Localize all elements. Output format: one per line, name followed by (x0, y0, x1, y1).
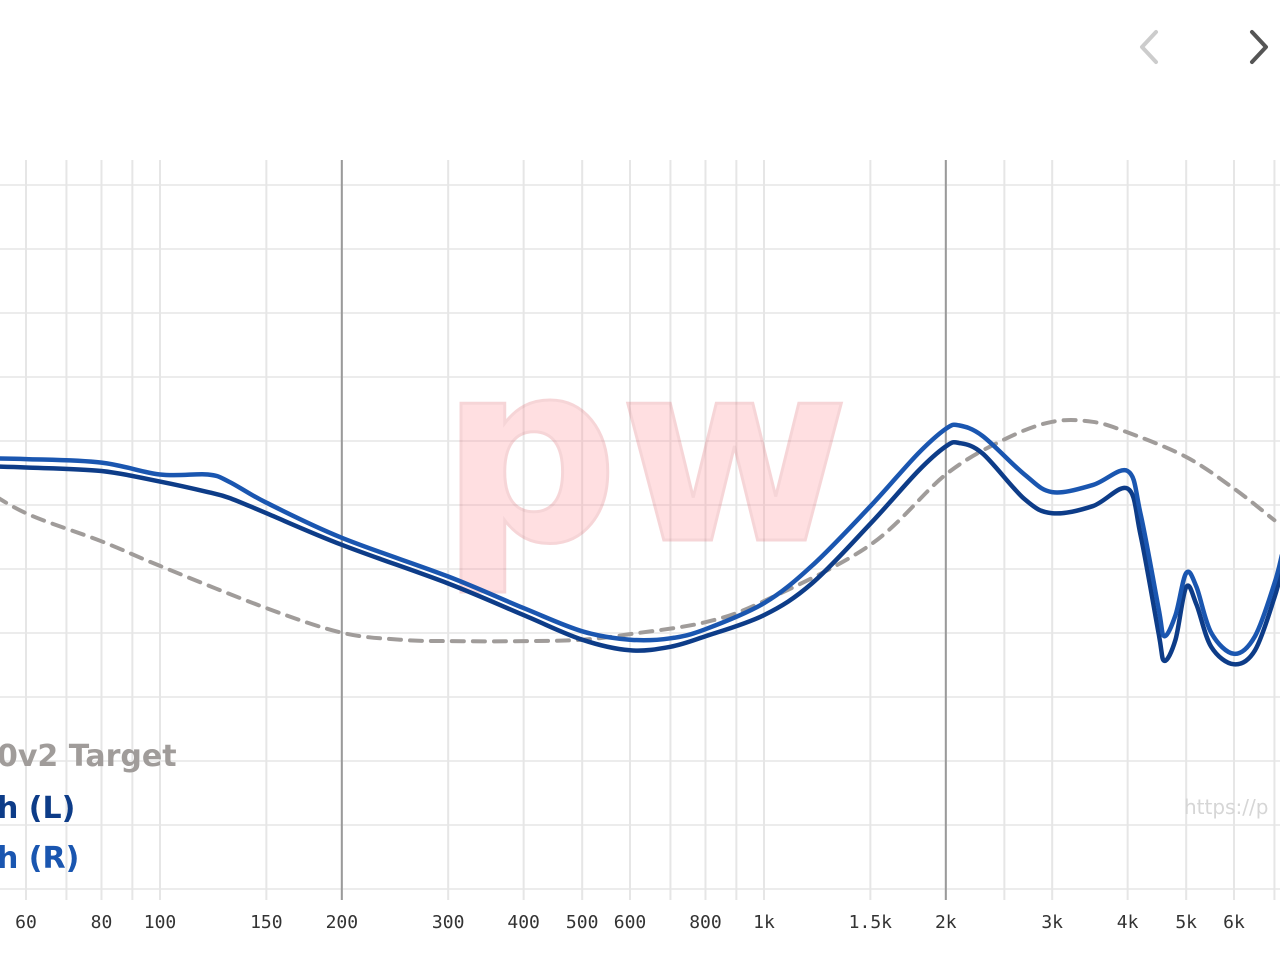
x-tick-label: 4k (1117, 912, 1139, 933)
x-tick-labels: 60 80 100 150 200 300 400 500 600 800 1k 1.5k 2k 3k 4k… (15, 912, 1245, 933)
source-url: https://p (1184, 795, 1268, 819)
x-tick-label: 3k (1041, 912, 1063, 933)
legend-entry-right: h (R) (0, 841, 79, 876)
x-tick-label: 60 (15, 912, 37, 933)
legend-entry-left: h (L) (0, 791, 75, 826)
x-tick-label: 100 (144, 912, 177, 933)
x-tick-label: 200 (326, 912, 359, 933)
x-tick-label: 80 (91, 912, 113, 933)
x-tick-label: 400 (507, 912, 540, 933)
x-tick-label: 150 (250, 912, 283, 933)
next-image-button[interactable] (1238, 22, 1278, 72)
x-tick-label: 500 (566, 912, 599, 933)
legend-entry-target: 0v2 Target (0, 739, 177, 774)
x-tick-label: 300 (432, 912, 465, 933)
x-tick-label: 6k (1223, 912, 1245, 933)
previous-image-button[interactable] (1128, 22, 1168, 72)
chevron-right-icon (1250, 30, 1268, 64)
x-tick-label: 1.5k (849, 912, 893, 933)
legend: 0v2 Target h (L) h (R) (0, 739, 177, 876)
chevron-left-icon (1140, 30, 1158, 64)
x-tick-label: 600 (614, 912, 647, 933)
x-tick-label: 5k (1175, 912, 1197, 933)
series-lines (0, 418, 1280, 667)
x-tick-label: 1k (753, 912, 775, 933)
x-tick-label: 2k (935, 912, 957, 933)
watermark-logo: pw (439, 307, 852, 601)
watermark-letters: pw (440, 308, 850, 599)
series-line-target (0, 418, 1277, 644)
grid (0, 160, 1280, 900)
series-line-left (0, 439, 1280, 667)
x-tick-label: 800 (689, 912, 722, 933)
series-line-right (0, 422, 1280, 657)
